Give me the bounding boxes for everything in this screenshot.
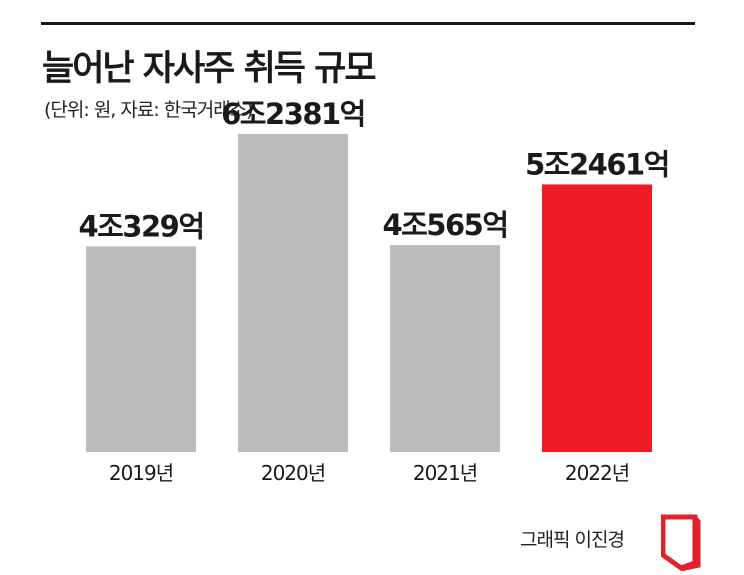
graphic-credit: 그래픽 이진경 — [520, 529, 625, 551]
x-tick-label: 2020년 — [261, 461, 325, 485]
top-rule — [41, 22, 695, 25]
x-tick-label: 2019년 — [109, 461, 173, 485]
value-label: 4조565억 — [382, 208, 507, 242]
chart-title: 늘어난 자사주 취득 규모 — [42, 49, 377, 89]
bar-2019년 — [86, 246, 196, 452]
publisher-logo-icon — [661, 514, 701, 571]
x-tick-label: 2022년 — [565, 461, 629, 485]
value-label: 6조2381억 — [221, 97, 365, 131]
x-tick-label: 2021년 — [413, 461, 477, 485]
value-label: 4조329억 — [78, 209, 203, 243]
bar-2021년 — [390, 245, 500, 452]
value-label: 5조2461억 — [525, 147, 669, 181]
bar-2022년 — [542, 184, 652, 452]
bar-2020년 — [238, 133, 348, 452]
chart-subtitle: (단위: 원, 자료: 한국거래소) — [44, 99, 254, 121]
